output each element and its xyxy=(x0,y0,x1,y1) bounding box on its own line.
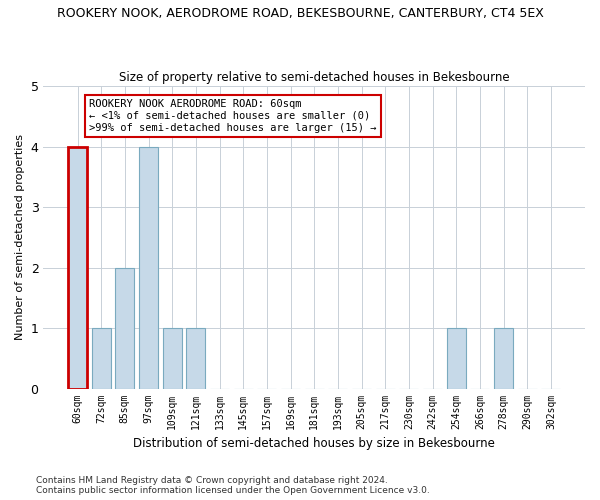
Text: ROOKERY NOOK, AERODROME ROAD, BEKESBOURNE, CANTERBURY, CT4 5EX: ROOKERY NOOK, AERODROME ROAD, BEKESBOURN… xyxy=(56,8,544,20)
X-axis label: Distribution of semi-detached houses by size in Bekesbourne: Distribution of semi-detached houses by … xyxy=(133,437,495,450)
Bar xyxy=(115,268,134,388)
Y-axis label: Number of semi-detached properties: Number of semi-detached properties xyxy=(15,134,25,340)
Bar xyxy=(92,328,110,388)
Bar xyxy=(139,146,158,388)
Bar xyxy=(163,328,182,388)
Text: Contains HM Land Registry data © Crown copyright and database right 2024.
Contai: Contains HM Land Registry data © Crown c… xyxy=(36,476,430,495)
Title: Size of property relative to semi-detached houses in Bekesbourne: Size of property relative to semi-detach… xyxy=(119,70,509,84)
Bar xyxy=(447,328,466,388)
Bar xyxy=(494,328,513,388)
Bar xyxy=(68,146,87,388)
Bar xyxy=(187,328,205,388)
Text: ROOKERY NOOK AERODROME ROAD: 60sqm
← <1% of semi-detached houses are smaller (0): ROOKERY NOOK AERODROME ROAD: 60sqm ← <1%… xyxy=(89,100,377,132)
